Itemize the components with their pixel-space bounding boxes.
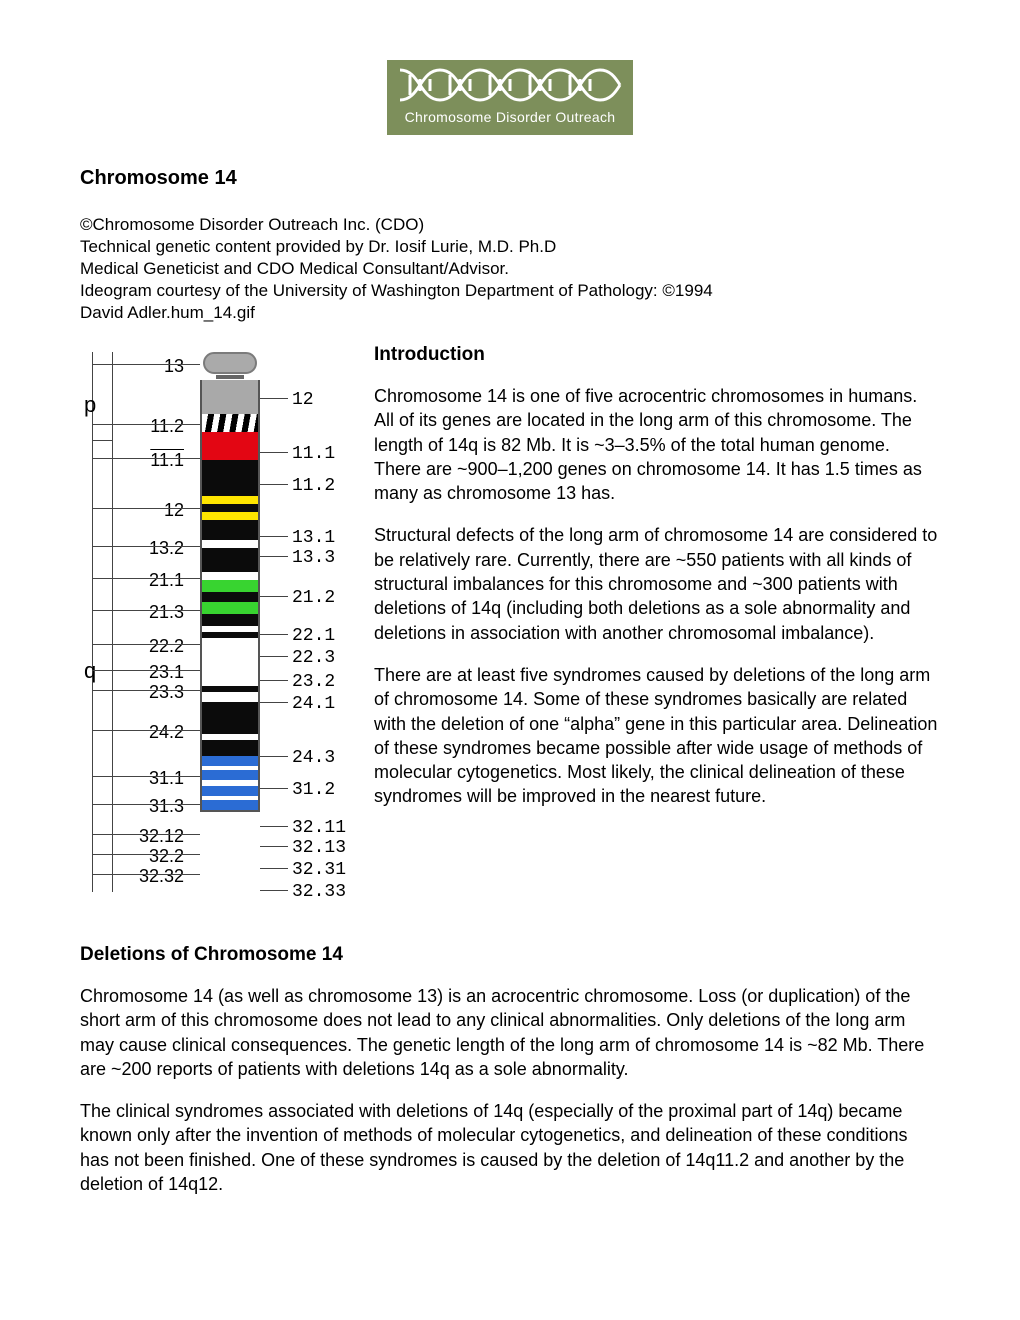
band-label-right: 22.3 [292,646,335,670]
band-label-left: 13.2 [124,536,184,560]
band-label-right: 32.31 [292,858,346,882]
credit-line: Technical genetic content provided by Dr… [80,236,940,258]
band-label-left: 21.3 [124,600,184,624]
band-label-right: 13.3 [292,546,335,570]
credits-block: ©Chromosome Disorder Outreach Inc. (CDO)… [80,214,940,324]
intro-para-3: There are at least five syndromes caused… [374,663,940,809]
band-label-left: 23.3 [124,680,184,704]
band-label-left: 32.32 [124,864,184,888]
band-label-left: 24.2 [124,720,184,744]
deletions-heading: Deletions of Chromosome 14 [80,942,940,968]
intro-para-1: Chromosome 14 is one of five acrocentric… [374,384,940,505]
credit-line: Medical Geneticist and CDO Medical Consu… [80,258,940,280]
band-label-right: 32.13 [292,836,346,860]
band-label-left: 11.1 [124,448,184,472]
credit-line: ©Chromosome Disorder Outreach Inc. (CDO) [80,214,940,236]
arm-label-p: p [84,390,96,420]
intro-text-column: Introduction Chromosome 14 is one of fiv… [374,342,940,922]
credit-line: David Adler.hum_14.gif [80,302,940,324]
band-label-left: 22.2 [124,634,184,658]
band-label-right: 22.1 [292,624,335,648]
band-label-left: 31.1 [124,766,184,790]
chromosome-body [200,352,260,812]
dna-helix-icon [395,64,625,106]
band-label-right: 11.2 [292,474,335,498]
band-label-right: 21.2 [292,586,335,610]
band-label-right: 31.2 [292,778,335,802]
logo-text: Chromosome Disorder Outreach [395,106,625,131]
chromosome-ideogram: pq1311.211.11213.221.121.322.223.123.324… [80,342,360,922]
deletions-para-2: The clinical syndromes associated with d… [80,1099,940,1196]
deletions-para-1: Chromosome 14 (as well as chromosome 13)… [80,984,940,1081]
intro-row: pq1311.211.11213.221.121.322.223.123.324… [80,342,940,922]
band-label-right: 32.33 [292,880,346,904]
band-label-right: 11.1 [292,442,335,466]
logo: Chromosome Disorder Outreach [387,60,633,135]
credit-line: Ideogram courtesy of the University of W… [80,280,940,302]
band-label-right: 12 [292,388,314,412]
band-label-left: 21.1 [124,568,184,592]
band-label-right: 24.3 [292,746,335,770]
band-label-right: 23.2 [292,670,335,694]
band-label-left: 11.2 [124,414,184,438]
band-label-left: 12 [124,498,184,522]
page-title: Chromosome 14 [80,165,940,192]
band-label-left: 13 [124,354,184,378]
band-label-left: 31.3 [124,794,184,818]
intro-para-2: Structural defects of the long arm of ch… [374,523,940,644]
logo-container: Chromosome Disorder Outreach [80,60,940,135]
band-label-right: 24.1 [292,692,335,716]
intro-heading: Introduction [374,342,940,368]
ideogram-column: pq1311.211.11213.221.121.322.223.123.324… [80,342,360,922]
